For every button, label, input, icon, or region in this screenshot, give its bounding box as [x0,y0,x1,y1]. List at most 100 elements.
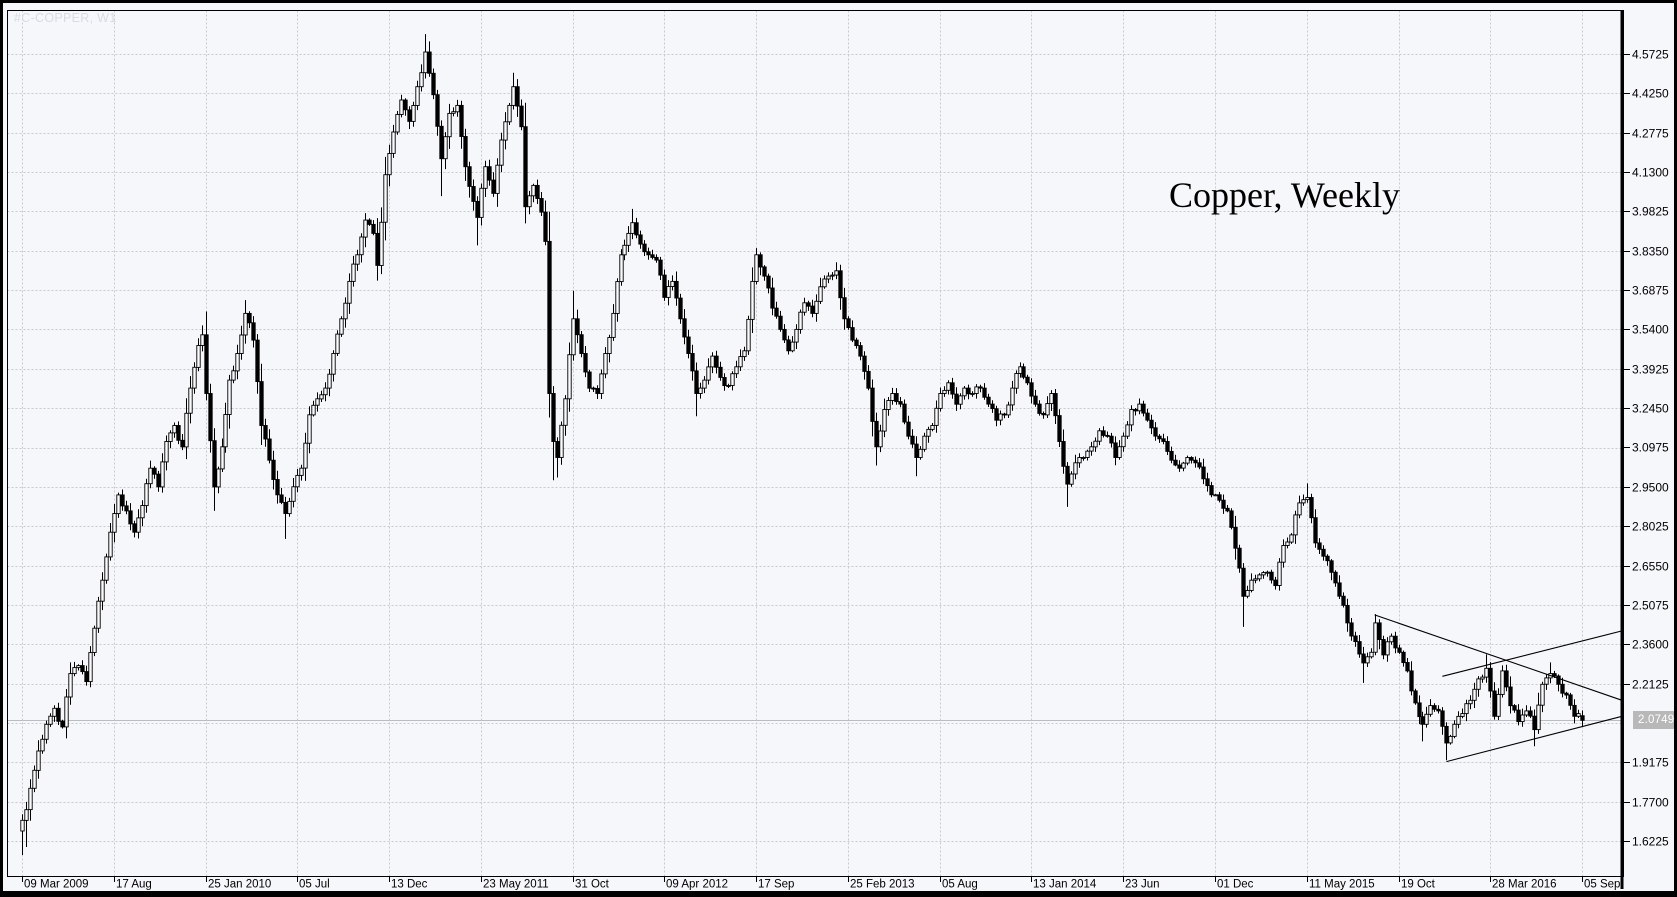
trendline-descending-resistance [1374,614,1623,701]
candle-body [1169,450,1174,461]
candle-body [858,345,863,357]
candle-body [603,353,608,375]
candle-body [954,393,959,405]
candle-body [1065,465,1070,485]
candle-body [1229,510,1234,528]
candle-body [850,327,855,341]
candle-body [742,350,747,358]
candle-body [1544,677,1549,685]
candle-body [144,483,149,507]
candle-body [128,510,133,525]
candle-body [1432,705,1437,710]
candle-body [1444,725,1449,744]
candle-body [499,139,504,166]
candle-body [686,336,691,354]
candle-body [1552,673,1557,677]
candle-body [694,370,699,394]
y-axis-label: 2.8025 [1632,520,1669,534]
candle-body [1369,651,1374,658]
candle-body [706,366,711,381]
x-axis-label: 13 Dec [391,879,428,891]
candle-body [295,474,300,488]
candle-body [335,333,340,354]
candle-body [1273,579,1278,587]
candle-body [930,425,935,430]
candle-body [1037,403,1042,414]
candle-body [1277,561,1282,586]
candle-body [72,667,77,675]
candle-body [1125,424,1130,437]
candle-body [543,211,548,242]
candle-body [1580,715,1585,721]
candle-body [1488,667,1493,692]
candle-body [152,467,157,475]
candle-body [176,425,181,441]
candle-body [714,355,719,368]
candle-body [523,126,528,208]
candle-body [1105,434,1110,437]
candle-body [1081,457,1086,459]
candle-body [503,121,508,141]
candle-body [431,72,436,96]
candle-body [1265,571,1270,574]
candle-body [730,373,735,386]
candle-body [599,373,604,394]
chart-canvas[interactable]: 4.5725 4.4250 4.2775 4.1300 3.9825 3.8350 3.68… [3,3,1677,897]
candle-body [527,195,532,208]
candle-body [754,254,759,282]
candle-body [168,432,173,442]
x-axis-label: 17 Sep [758,879,794,891]
candle-body [1357,641,1362,655]
candle-body [630,222,635,234]
candle-body [1257,574,1262,580]
candle-body [299,467,304,476]
candle-body [275,479,280,496]
y-axis-label: 3.6875 [1632,284,1669,298]
candle-body [415,86,420,106]
candle-body [918,448,923,458]
candle-body [682,318,687,338]
candle-body [92,627,97,653]
candle-body [439,125,444,160]
candle-body [790,341,795,352]
candle-body [1237,547,1242,569]
x-axis-label: 19 Oct [1401,879,1436,891]
candle-body [854,339,859,347]
candle-body [204,334,209,394]
candle-body [1532,715,1537,731]
candle-body [40,738,45,752]
candle-body [467,166,472,187]
candle-body [1161,438,1166,442]
candle-body [782,328,787,341]
candle-body [555,441,560,458]
candle-body [1333,571,1338,584]
candle-body [156,473,161,488]
x-axis-label: 23 May 2011 [483,879,549,891]
x-axis-label: 05 Sep [1584,879,1620,891]
candle-body [1025,376,1030,384]
candle-body [164,441,169,463]
candle-body [1504,670,1509,688]
candle-body [798,311,803,330]
candle-body [471,186,476,202]
candle-body [658,259,663,276]
candle-body [1456,715,1461,725]
candle-body [638,234,643,245]
candle-body [579,334,584,354]
candle-body [874,420,879,448]
candle-body [822,278,827,288]
candle-body [1213,494,1218,497]
grid-horizontal-lines [7,54,1624,842]
candle-body [267,438,272,461]
candle-body [160,461,165,488]
candle-body [319,394,324,400]
x-axis-label: 17 Aug [116,879,152,891]
candle-body [934,407,939,426]
candle-body [216,468,221,488]
candle-body [922,435,927,450]
y-axis-label: 1.6225 [1632,835,1669,849]
y-axis-label: 2.9500 [1632,481,1669,495]
candle-body [1464,703,1469,715]
candle-body [575,318,580,336]
